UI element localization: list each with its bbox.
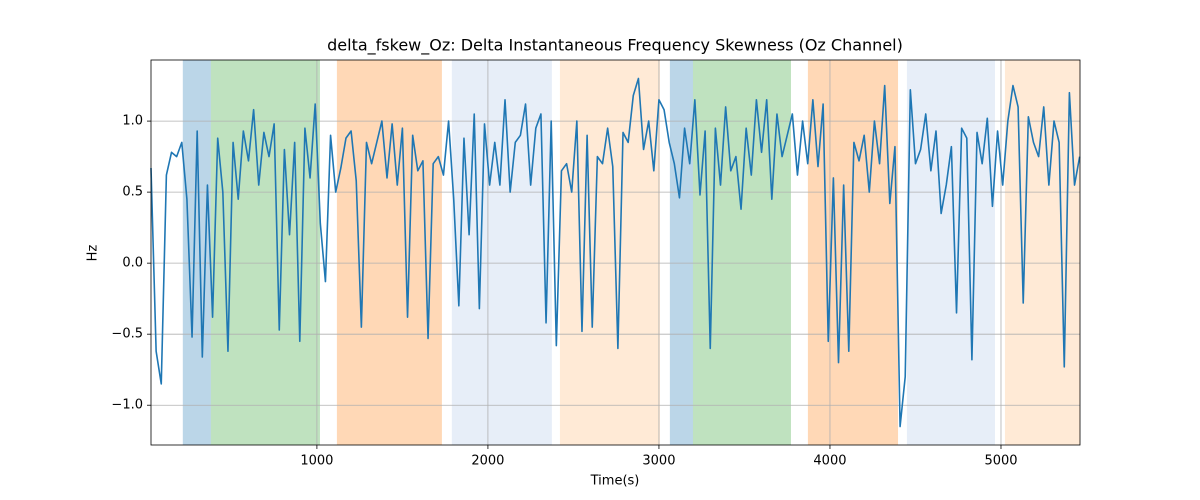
y-tick-label: 0.5 [122,185,143,200]
data-line [150,77,1081,428]
chart-title: delta_fskew_Oz: Delta Instantaneous Freq… [327,36,903,56]
shaded-span [210,60,320,445]
shaded-span [906,60,996,445]
x-tick-label: 4000 [813,454,846,469]
x-tick-label: 3000 [642,454,675,469]
y-axis-label: Hz [86,245,101,262]
shaded-span [336,60,442,445]
shaded-span [182,60,211,445]
y-tick-label: 1.0 [122,114,143,129]
shaded-span [559,60,660,445]
y-tick-label: −1.0 [111,398,143,413]
x-tick-label: 2000 [471,454,504,469]
shaded-span [451,60,552,445]
y-tick-label: −0.5 [111,327,143,342]
x-tick-label: 5000 [984,454,1017,469]
y-tick-label: 0.0 [122,256,143,271]
x-axis-label: Time(s) [590,474,640,489]
x-tick-label: 1000 [300,454,333,469]
shaded-span [692,60,791,445]
plot-frame [150,59,1081,446]
shaded-span [669,60,693,445]
